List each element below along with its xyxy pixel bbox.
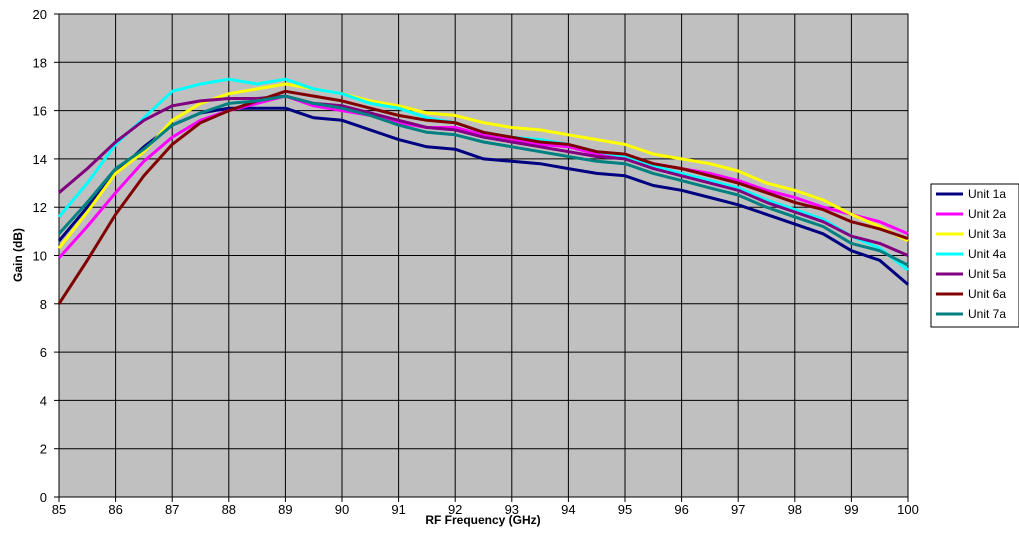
legend: Unit 1a Unit 2a Unit 3a Unit 4a Unit 5a Unit … (930, 183, 1019, 328)
x-tick-label: 85 (52, 502, 66, 517)
y-tick-label: 2 (40, 442, 47, 457)
legend-label: Unit 7a (968, 307, 1006, 321)
y-tick-label: 14 (33, 152, 47, 167)
x-tick-label: 86 (108, 502, 122, 517)
gridlines (54, 13, 909, 502)
legend-label: Unit 1a (968, 187, 1006, 201)
legend-label: Unit 2a (968, 207, 1006, 221)
y-tick-label: 16 (33, 104, 47, 119)
x-tick-label: 93 (505, 502, 519, 517)
x-tick-label: 95 (618, 502, 632, 517)
series-line-unit-2a (57, 94, 909, 259)
y-tick-label: 8 (40, 297, 47, 312)
y-tick-label: 10 (33, 249, 47, 264)
x-axis-tick-labels: 85 86 87 88 89 90 91 92 93 94 95 96 97 98 99 100 (52, 502, 919, 517)
x-tick-label: 92 (448, 502, 462, 517)
series-line-unit-7a (57, 94, 909, 267)
legend-label: Unit 4a (968, 247, 1006, 261)
x-tick-label: 91 (391, 502, 405, 517)
y-tick-label: 18 (33, 55, 47, 70)
x-tick-label: 94 (561, 502, 575, 517)
series-lines (57, 77, 909, 305)
x-tick-label: 100 (897, 502, 919, 517)
x-tick-label: 96 (674, 502, 688, 517)
y-tick-label: 12 (33, 200, 47, 215)
x-tick-label: 90 (335, 502, 349, 517)
y-tick-label: 4 (40, 393, 47, 408)
y-tick-label: 0 (40, 490, 47, 505)
series-line-unit-6a (57, 89, 909, 305)
x-tick-label: 88 (222, 502, 236, 517)
legend-label: Unit 3a (968, 227, 1006, 241)
x-tick-label: 89 (278, 502, 292, 517)
legend-label: Unit 5a (968, 267, 1006, 281)
y-axis-tick-labels: 0 2 4 6 8 10 12 14 16 18 20 (33, 7, 47, 505)
x-tick-label: 97 (731, 502, 745, 517)
y-axis-title: Gain (dB) (11, 228, 25, 282)
y-tick-label: 6 (40, 345, 47, 360)
x-axis-title: RF Frequency (GHz) (425, 513, 540, 527)
legend-label: Unit 6a (968, 287, 1006, 301)
y-tick-label: 20 (33, 7, 47, 22)
x-tick-label: 87 (165, 502, 179, 517)
x-tick-label: 99 (844, 502, 858, 517)
series-line-unit-5a (58, 94, 909, 257)
series-line-unit-3a (57, 82, 909, 250)
x-tick-label: 98 (788, 502, 802, 517)
